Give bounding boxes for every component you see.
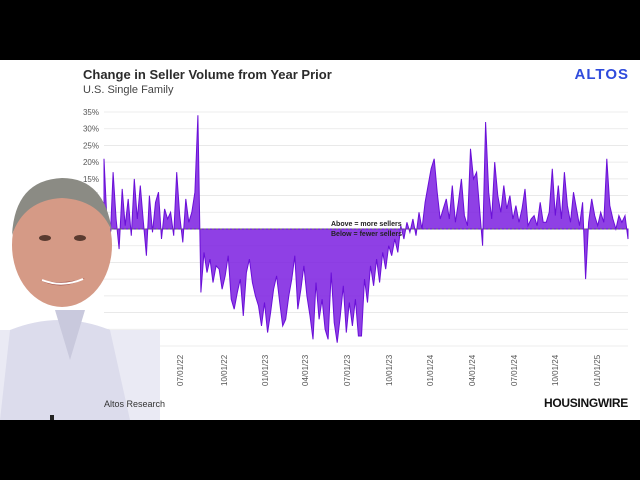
y-tick-label: 35% [83, 108, 99, 117]
x-tick-label: 10/01/24 [551, 354, 560, 386]
presenter-overlay [0, 178, 160, 420]
presenter-hair [12, 178, 112, 235]
presenter-face [12, 183, 112, 307]
annotation-below: Below = fewer sellers [331, 231, 402, 238]
area-chart: 35%30%25%20%15%10%5% 07/01/2210/01/2201/… [83, 108, 629, 386]
x-axis-ticks: 07/01/22 10/01/22 01/01/23 04/01/23 07/01/23… [176, 354, 602, 386]
y-tick-label: 15% [83, 175, 99, 184]
x-tick-label: 04/01/24 [468, 354, 477, 386]
x-tick-label: 10/01/22 [220, 354, 229, 386]
x-tick-label: 07/01/23 [343, 354, 352, 386]
altos-logo: ALTOS [574, 66, 629, 83]
y-tick-label: 25% [83, 141, 99, 150]
x-tick-label: 01/01/25 [593, 354, 602, 386]
x-tick-label: 07/01/24 [510, 354, 519, 386]
chart-subtitle: U.S. Single Family [83, 84, 174, 96]
x-tick-label: 07/01/22 [176, 354, 185, 386]
x-tick-label: 10/01/23 [385, 354, 394, 386]
annotation-above: Above = more sellers [331, 221, 402, 228]
video-frame: Change in Seller Volume from Year Prior … [0, 60, 640, 420]
housingwire-watermark: HOUSINGWIRE [543, 396, 628, 410]
source-label: Altos Research [104, 399, 166, 409]
x-tick-label: 01/01/23 [261, 354, 270, 386]
y-tick-label: 20% [83, 158, 99, 167]
x-tick-label: 04/01/23 [301, 354, 310, 386]
y-tick-label: 30% [83, 125, 99, 134]
x-tick-label: 01/01/24 [426, 354, 435, 386]
chart-title: Change in Seller Volume from Year Prior [83, 67, 332, 82]
